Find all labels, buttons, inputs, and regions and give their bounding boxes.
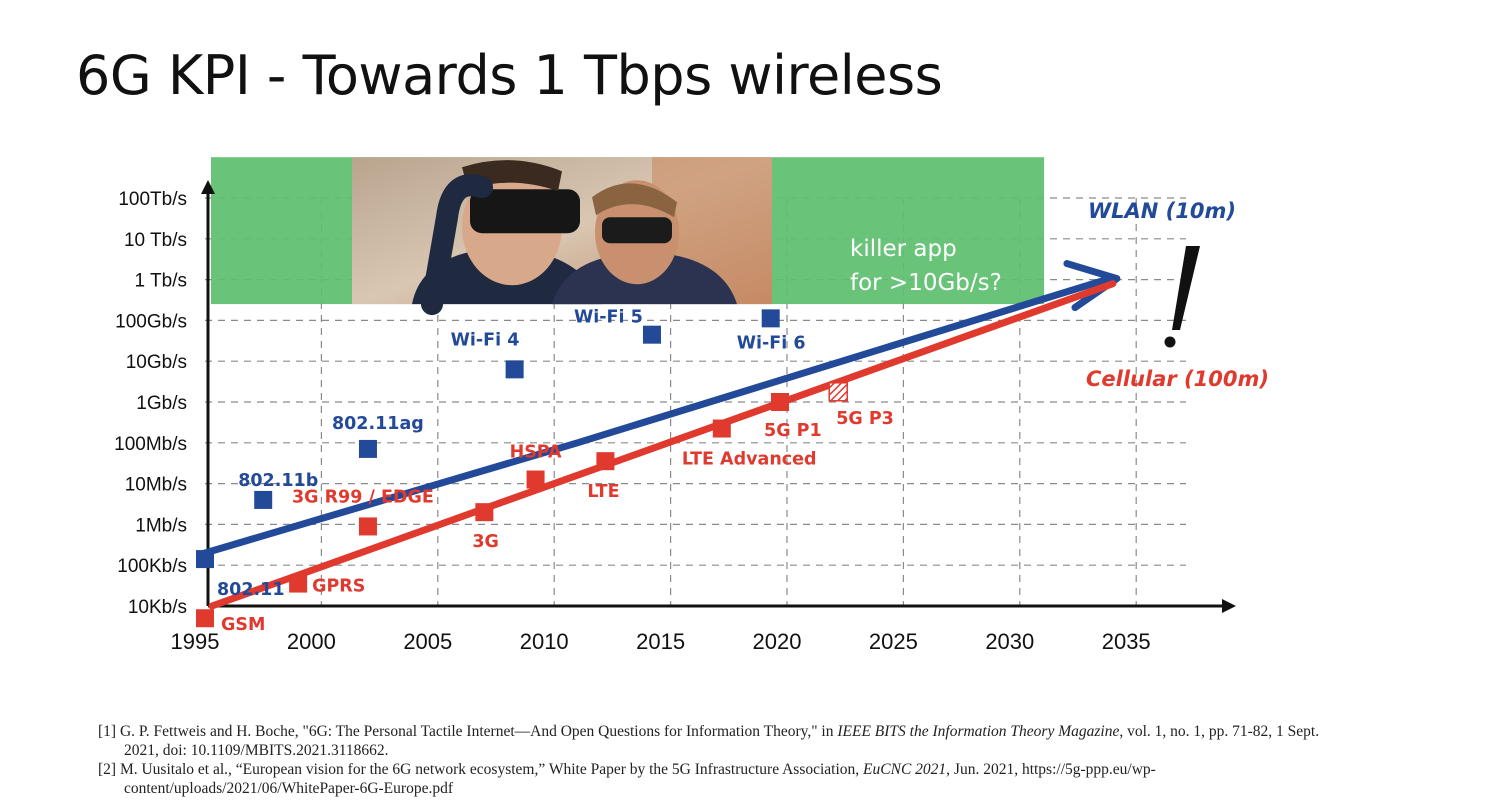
x-tick-label: 2010 (520, 629, 569, 654)
vr-headset-2 (602, 217, 672, 244)
x-tick-label: 2000 (287, 629, 336, 654)
cellular-point-label: GSM (221, 615, 265, 635)
vr-headset-photo (352, 157, 772, 316)
x-tick-label: 2035 (1102, 629, 1151, 654)
person-right-hair (592, 183, 677, 218)
wlan-point-label: Wi-Fi 6 (737, 333, 806, 353)
vr-headset (470, 189, 580, 234)
chart: killer app for >10Gb/s? 10Kb/s 100Kb/s 1Mb/… (114, 157, 1269, 654)
cellular-point-label: HSPA (510, 443, 562, 463)
exclamation-mark (1172, 246, 1200, 330)
wlan-point-label: Wi-Fi 5 (574, 308, 643, 328)
cellular-label: Cellular (100m) (1086, 367, 1269, 391)
y-tick-label: 1Mb/s (135, 515, 187, 536)
cellular-point (712, 419, 731, 438)
cellular-point-label: GPRS (312, 577, 365, 597)
wlan-point-label: Wi-Fi 4 (451, 330, 520, 350)
wlan-point-label: 802.11 (217, 580, 285, 600)
cellular-point (475, 503, 494, 522)
killer-app-line-2: for >10Gb/s? (850, 270, 1002, 296)
wlan-point (642, 325, 661, 344)
y-axis-arrowhead (201, 180, 215, 194)
wlan-label: WLAN (10m) (1088, 199, 1236, 223)
wlan-trend-line (201, 274, 1117, 557)
cellular-point (771, 393, 790, 411)
y-tick-label: 10Mb/s (125, 475, 187, 496)
cellular-point-label: 5G P1 (764, 421, 822, 441)
cellular-point (596, 452, 615, 471)
wlan-point (254, 490, 273, 509)
cellular-point (289, 574, 308, 593)
wlan-point-label: 802.11ag (332, 414, 424, 434)
x-tick-label: 2020 (753, 629, 802, 654)
y-tick-label: 10 Tb/s (124, 230, 187, 251)
x-tick-label: 2015 (636, 629, 685, 654)
x-tick-label: 2030 (985, 629, 1034, 654)
y-tick-label: 100Tb/s (118, 189, 187, 210)
x-tick-label: 2005 (403, 629, 452, 654)
x-axis-arrowhead (1222, 599, 1236, 613)
killer-app-highlight: killer app for >10Gb/s? (211, 157, 1045, 316)
slide-title: 6G KPI - Towards 1 Tbps wireless (76, 44, 943, 107)
wlan-point (196, 550, 214, 569)
y-tick-label: 10Gb/s (126, 352, 187, 373)
tick-labels: 10Kb/s 100Kb/s 1Mb/s 10Mb/s 100Mb/s 1Gb/s 10Gb… (114, 189, 1151, 654)
series (196, 260, 1121, 628)
y-tick-label: 100Mb/s (114, 434, 187, 455)
cellular-point-label: 3G R99 / EDGE (292, 487, 434, 507)
cellular-point (358, 517, 377, 536)
wlan-point-label: 802.11b (238, 471, 318, 491)
y-tick-label: 1Gb/s (136, 393, 187, 414)
killer-app-line-1: killer app (850, 236, 957, 262)
cellular-point-label: LTE Advanced (682, 450, 817, 470)
cellular-point-label: 5G P3 (836, 409, 894, 429)
axes (201, 180, 1236, 613)
cellular-point-label: 3G (472, 532, 499, 552)
exclamation-dot (1164, 336, 1176, 348)
y-tick-label: 100Kb/s (117, 556, 187, 577)
point-labels: 802.11 802.11b 802.11ag Wi-Fi 4 Wi-Fi 5 Wi-Fi… (217, 308, 894, 636)
references: [1] G. P. Fettweis and H. Boche, "6G: Th… (98, 722, 1328, 798)
reference-2: [2] M. Uusitalo et al., “European vision… (98, 761, 1156, 797)
cellular-point (526, 470, 545, 489)
cellular-point (196, 609, 214, 628)
reference-1: [1] G. P. Fettweis and H. Boche, "6G: Th… (98, 723, 1320, 759)
cellular-trend-line (208, 280, 1117, 610)
wlan-point (505, 360, 524, 379)
cellular-point (828, 382, 848, 402)
wlan-point (761, 309, 780, 328)
y-tick-label: 1 Tb/s (135, 271, 187, 292)
y-tick-label: 10Kb/s (128, 597, 187, 618)
cellular-point-label: LTE (587, 482, 619, 502)
y-tick-label: 100Gb/s (115, 311, 187, 332)
annotations: WLAN (10m) Cellular (100m) (1086, 199, 1269, 391)
person-left-arm (421, 174, 493, 316)
x-tick-label: 2025 (869, 629, 918, 654)
wlan-point (358, 439, 377, 458)
wlan-arrowhead (1063, 260, 1121, 312)
x-tick-label: 1995 (171, 629, 220, 654)
